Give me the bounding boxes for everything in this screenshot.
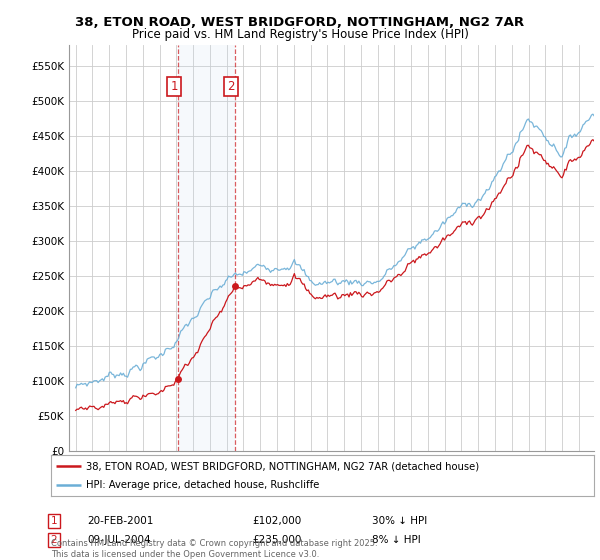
Text: 30% ↓ HPI: 30% ↓ HPI <box>372 516 427 526</box>
Text: £235,000: £235,000 <box>252 535 301 545</box>
Text: HPI: Average price, detached house, Rushcliffe: HPI: Average price, detached house, Rush… <box>86 480 320 489</box>
Text: 09-JUL-2004: 09-JUL-2004 <box>87 535 151 545</box>
Text: Price paid vs. HM Land Registry's House Price Index (HPI): Price paid vs. HM Land Registry's House … <box>131 28 469 41</box>
Text: 2: 2 <box>50 535 58 545</box>
Text: 38, ETON ROAD, WEST BRIDGFORD, NOTTINGHAM, NG2 7AR: 38, ETON ROAD, WEST BRIDGFORD, NOTTINGHA… <box>76 16 524 29</box>
Bar <box>178 45 235 451</box>
Text: 38, ETON ROAD, WEST BRIDGFORD, NOTTINGHAM, NG2 7AR (detached house): 38, ETON ROAD, WEST BRIDGFORD, NOTTINGHA… <box>86 461 479 471</box>
Text: 20-FEB-2001: 20-FEB-2001 <box>87 516 154 526</box>
Text: 8% ↓ HPI: 8% ↓ HPI <box>372 535 421 545</box>
Text: 1: 1 <box>50 516 58 526</box>
Text: 2: 2 <box>227 80 235 94</box>
Text: £102,000: £102,000 <box>252 516 301 526</box>
Text: 1: 1 <box>170 80 178 94</box>
Text: Contains HM Land Registry data © Crown copyright and database right 2025.
This d: Contains HM Land Registry data © Crown c… <box>51 539 377 559</box>
